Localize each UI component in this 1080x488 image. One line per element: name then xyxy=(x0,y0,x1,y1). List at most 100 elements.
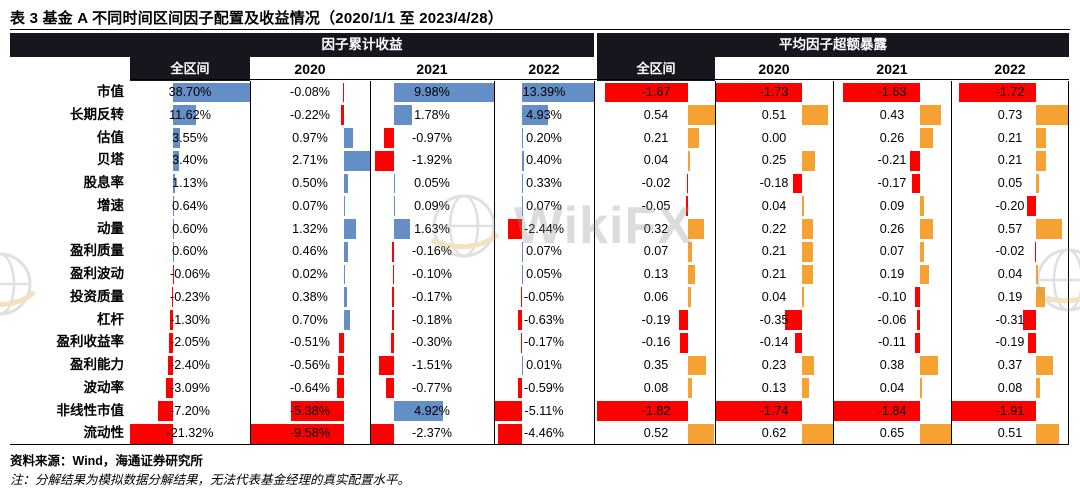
returns-cell-2022: 0.01% xyxy=(494,354,594,377)
exposure-cell-2020: 0.25 xyxy=(715,149,833,172)
cell-value: -0.97% xyxy=(412,130,452,145)
cell-value: -0.05 xyxy=(641,198,671,213)
cell-value: -1.92% xyxy=(412,153,452,168)
exposure-cell-2020: 0.21 xyxy=(715,263,833,286)
returns-cell-2020: -0.51% xyxy=(250,331,370,354)
positive-data-bar xyxy=(521,128,523,148)
negative-data-bar xyxy=(291,401,344,421)
cell-value: -0.10 xyxy=(877,289,907,304)
cell-value: -0.63% xyxy=(524,312,564,327)
negative-data-bar xyxy=(842,82,921,103)
negative-data-bar xyxy=(392,287,394,307)
exposure-cell-2022: -1.91 xyxy=(951,400,1069,423)
cell-value: 0.04 xyxy=(761,289,787,304)
positive-data-bar xyxy=(521,173,524,194)
cell-value: -0.64% xyxy=(290,380,330,395)
negative-data-bar xyxy=(170,310,173,330)
negative-data-bar xyxy=(497,423,522,444)
negative-data-bar xyxy=(130,423,173,444)
exposure-cell-2021: 0.26 xyxy=(833,127,951,150)
cell-value: -0.31 xyxy=(995,312,1025,327)
positive-data-bar xyxy=(343,196,345,216)
row-label: 盈利波动 xyxy=(70,266,124,281)
negative-data-bar xyxy=(168,332,173,353)
row-label: 盈利收益率 xyxy=(56,334,125,350)
positive-data-bar xyxy=(688,378,692,398)
positive-data-bar xyxy=(688,287,691,307)
row-label: 杠杆 xyxy=(97,311,124,327)
cell-value: 0.43 xyxy=(879,107,905,122)
exposure-cell-2020: 0.22 xyxy=(715,218,833,241)
table-header-band: 因子累计收益 平均因子超额暴露 xyxy=(10,33,1069,57)
positive-data-bar xyxy=(920,128,933,148)
exposure-cell-2021: 0.43 xyxy=(833,104,951,127)
exposure-cell-2020: 0.00 xyxy=(715,127,833,150)
cell-value: -0.02 xyxy=(995,244,1025,259)
returns-cell-2021: -1.92% xyxy=(370,149,494,172)
exposure-cell-2020: -0.18 xyxy=(715,172,833,195)
cell-value: 0.21 xyxy=(761,267,787,281)
negative-data-bar xyxy=(914,332,921,353)
cell-value: 0.25 xyxy=(761,153,787,168)
negative-data-bar xyxy=(172,264,174,285)
negative-data-bar xyxy=(341,105,344,125)
returns-cell-2021: 1.78% xyxy=(370,104,494,127)
cell-value: 0.04 xyxy=(643,153,669,168)
returns-cell-2020: 0.02% xyxy=(250,263,370,286)
exposure-cell-2020: 0.21 xyxy=(715,240,833,263)
cell-value: 0.97% xyxy=(292,130,328,145)
exposure-cell-全区间: -0.02 xyxy=(597,172,715,195)
negative-data-bar xyxy=(521,287,523,307)
row-label: 流动性 xyxy=(83,425,125,441)
cell-value: 0.70% xyxy=(292,312,328,327)
subheader-returns-2022: 2022 xyxy=(494,57,594,81)
cell-value: -0.35 xyxy=(759,312,789,327)
positive-data-bar xyxy=(1036,264,1039,285)
cell-value: 0.64% xyxy=(172,198,208,213)
exposure-cell-2022: 0.57 xyxy=(951,218,1069,241)
returns-cell-2021: -0.97% xyxy=(370,127,494,150)
negative-data-bar xyxy=(597,401,688,421)
exposure-cell-2021: -0.10 xyxy=(833,286,951,309)
cell-value: -0.30% xyxy=(412,335,452,350)
exposure-cell-2020: -0.14 xyxy=(715,331,833,354)
negative-data-bar xyxy=(392,241,394,262)
returns-cell-2020: -0.22% xyxy=(250,104,370,127)
negative-data-bar xyxy=(378,355,394,376)
cell-value: -0.17% xyxy=(524,335,564,350)
returns-cell-2021: 4.92% xyxy=(370,400,494,423)
returns-cell-全区间: -7.20% xyxy=(130,400,250,423)
cell-value: 0.07% xyxy=(526,244,562,259)
cell-value: 0.62 xyxy=(761,426,787,441)
positive-data-bar xyxy=(393,82,494,103)
negative-data-bar xyxy=(1027,332,1037,353)
cell-value: -0.08% xyxy=(290,85,330,99)
exposure-cell-全区间: 0.13 xyxy=(597,263,715,286)
cell-value: 0.05% xyxy=(526,267,562,281)
positive-data-bar xyxy=(172,82,250,103)
returns-cell-2022: 0.20% xyxy=(494,127,594,150)
returns-cell-2021: -0.30% xyxy=(370,331,494,354)
exposure-cell-全区间: 0.35 xyxy=(597,354,715,377)
returns-cell-2020: 0.38% xyxy=(250,286,370,309)
cell-value: 0.09% xyxy=(414,198,450,213)
header-group-cumulative-returns: 因子累计收益 xyxy=(321,37,403,52)
cell-value: 0.37 xyxy=(997,358,1023,372)
negative-data-bar xyxy=(917,310,921,330)
returns-cell-2021: -1.51% xyxy=(370,354,494,377)
returns-cell-全区间: -1.30% xyxy=(130,309,250,332)
cell-value: -0.22% xyxy=(290,107,330,122)
returns-cell-全区间: 38.70% xyxy=(130,81,250,104)
cell-value: -0.11 xyxy=(878,335,906,350)
returns-cell-2020: 0.07% xyxy=(250,195,370,218)
returns-cell-全区间: 11.62% xyxy=(130,104,250,127)
exposure-cell-2022: 0.37 xyxy=(951,354,1069,377)
cell-value: 0.33% xyxy=(526,176,562,190)
cell-value: 0.21 xyxy=(997,153,1023,168)
returns-cell-全区间: -0.06% xyxy=(130,263,250,286)
returns-cell-2020: 0.50% xyxy=(250,172,370,195)
cell-value: 0.04 xyxy=(761,198,787,213)
positive-data-bar xyxy=(920,423,951,444)
cell-value: -5.11% xyxy=(524,403,564,418)
exposure-cell-2021: -0.06 xyxy=(833,309,951,332)
